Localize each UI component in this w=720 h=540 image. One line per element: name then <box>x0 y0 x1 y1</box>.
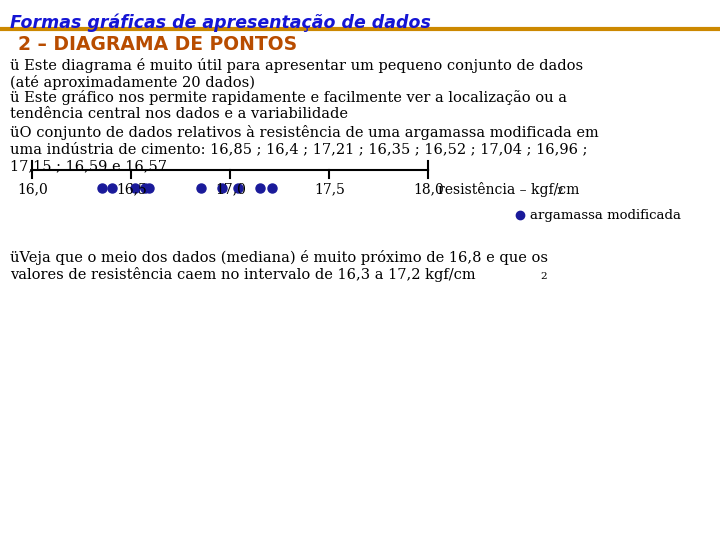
Text: 17,15 ; 16,59 e 16,57 .: 17,15 ; 16,59 e 16,57 . <box>10 159 176 173</box>
Text: argamassa modificada: argamassa modificada <box>530 208 681 221</box>
Text: tendência central nos dados e a variabilidade: tendência central nos dados e a variabil… <box>10 107 348 121</box>
Text: 17,5: 17,5 <box>314 182 345 196</box>
Text: Formas gráficas de apresentação de dados: Formas gráficas de apresentação de dados <box>10 13 431 31</box>
Text: 2 – DIAGRAMA DE PONTOS: 2 – DIAGRAMA DE PONTOS <box>18 35 297 54</box>
Text: ü Este gráfico nos permite rapidamente e facilmente ver a localização ou a: ü Este gráfico nos permite rapidamente e… <box>10 90 567 105</box>
Text: 17,0: 17,0 <box>215 182 246 196</box>
Text: üVeja que o meio dos dados (mediana) é muito próximo de 16,8 e que os: üVeja que o meio dos dados (mediana) é m… <box>10 250 548 265</box>
Text: 2: 2 <box>557 187 563 196</box>
Text: 2: 2 <box>540 272 546 281</box>
Text: (até aproximadamente 20 dados): (até aproximadamente 20 dados) <box>10 75 255 90</box>
Text: uma indústria de cimento: 16,85 ; 16,4 ; 17,21 ; 16,35 ; 16,52 ; 17,04 ; 16,96 ;: uma indústria de cimento: 16,85 ; 16,4 ;… <box>10 142 588 156</box>
Text: valores de resistência caem no intervalo de 16,3 a 17,2 kgf/cm: valores de resistência caem no intervalo… <box>10 267 476 282</box>
Text: üO conjunto de dados relativos à resistência de uma argamassa modificada em: üO conjunto de dados relativos à resistê… <box>10 125 599 140</box>
Text: ü Este diagrama é muito útil para apresentar um pequeno conjunto de dados: ü Este diagrama é muito útil para aprese… <box>10 58 583 73</box>
Text: 18,0: 18,0 <box>413 182 444 196</box>
Text: 16,5: 16,5 <box>116 182 147 196</box>
Text: 16,0: 16,0 <box>17 182 48 196</box>
Text: resistência – kgf/cm: resistência – kgf/cm <box>438 182 580 197</box>
